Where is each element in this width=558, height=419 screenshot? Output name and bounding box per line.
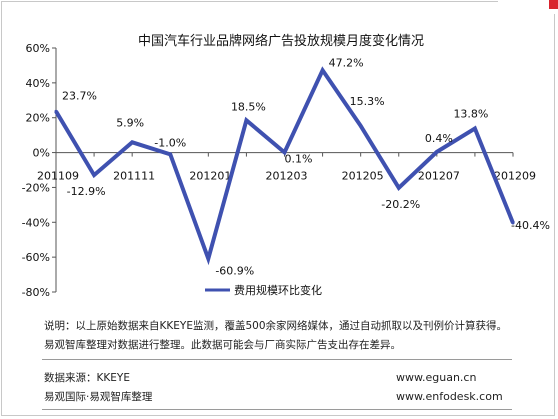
data-point bbox=[359, 124, 363, 128]
chart-title: 中国汽车行业品牌网络广告投放规模月度变化情况 bbox=[138, 33, 424, 49]
data-labels: 23.7% -12.9% 5.9% -1.0% -60.9% 18.5% 0.1% 47.2%… bbox=[62, 56, 550, 277]
data-label: 0.1% bbox=[285, 152, 313, 165]
data-label: -20.2% bbox=[381, 198, 420, 211]
data-label: 18.5% bbox=[231, 100, 266, 113]
y-tick-label: -20% bbox=[22, 181, 50, 194]
data-point bbox=[54, 109, 58, 113]
y-tick-label: -40% bbox=[22, 216, 50, 229]
data-label: 15.3% bbox=[350, 95, 385, 108]
url-eguan[interactable]: www.eguan.cn bbox=[396, 371, 477, 384]
data-point bbox=[244, 118, 248, 122]
legend-label: 费用规模环比变化 bbox=[234, 283, 322, 297]
data-label: -40.4% bbox=[511, 219, 550, 232]
data-point bbox=[130, 140, 134, 144]
legend: 费用规模环比变化 bbox=[205, 283, 322, 297]
x-tick-label: 201203 bbox=[266, 170, 308, 183]
series-group bbox=[54, 66, 515, 266]
url-enfodesk[interactable]: www.enfodesk.com bbox=[396, 390, 503, 403]
data-label: -1.0% bbox=[154, 136, 186, 149]
note-line-1: 说明：以上原始数据来自KKEYE监测，覆盖500余家网络媒体，通过自动抓取以及刊… bbox=[44, 320, 507, 332]
data-point bbox=[435, 150, 439, 154]
data-point bbox=[511, 221, 515, 225]
data-point bbox=[168, 152, 172, 156]
note-line-2: 易观智库整理对数据进行整理。此数据可能会与厂商实际广告支出存在差异。 bbox=[44, 339, 401, 351]
bottom-divider bbox=[42, 409, 512, 410]
x-tick-label: 201209 bbox=[494, 170, 536, 183]
corner-badge bbox=[498, 0, 558, 14]
x-tick-label: 201207 bbox=[418, 170, 460, 183]
source-label: 数据来源：KKEYE bbox=[44, 372, 130, 384]
data-label: 0.4% bbox=[425, 132, 453, 145]
data-label: 47.2% bbox=[329, 56, 364, 69]
y-tick-label: -60% bbox=[22, 251, 50, 264]
axes: 60% 40% 20% 0% -20% -40% -60% -80% 201109 201111 2… bbox=[22, 42, 536, 299]
data-label: 5.9% bbox=[116, 116, 144, 129]
divider bbox=[42, 359, 512, 360]
y-tick-label: 60% bbox=[26, 42, 50, 55]
y-tick-label: -80% bbox=[22, 286, 50, 299]
data-label: 23.7% bbox=[62, 89, 97, 102]
data-label: -12.9% bbox=[67, 185, 106, 198]
data-point bbox=[206, 257, 210, 261]
x-tick-label: 201205 bbox=[342, 170, 384, 183]
data-point bbox=[321, 68, 325, 72]
data-point bbox=[473, 127, 477, 131]
y-tick-label: 40% bbox=[26, 77, 50, 90]
data-point bbox=[283, 150, 286, 154]
x-tick-label: 201111 bbox=[113, 170, 155, 183]
y-tick-label: 20% bbox=[26, 112, 50, 125]
org-label: 易观国际·易观智库整理 bbox=[44, 391, 153, 403]
data-label: 13.8% bbox=[453, 108, 488, 121]
x-tick-label: 201109 bbox=[37, 170, 79, 183]
x-tick-label: 201201 bbox=[189, 170, 231, 183]
data-point bbox=[397, 186, 401, 190]
data-point bbox=[92, 173, 96, 177]
data-label: -60.9% bbox=[215, 265, 254, 278]
y-tick-label: 0% bbox=[33, 147, 50, 160]
